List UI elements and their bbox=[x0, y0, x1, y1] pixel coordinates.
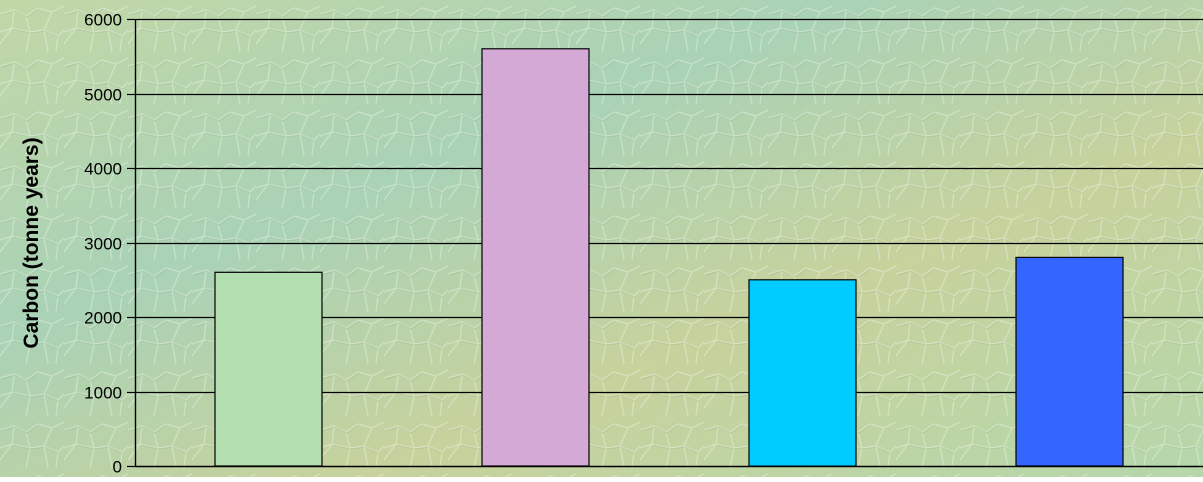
y-tick-label: 6000 bbox=[84, 11, 122, 30]
bar bbox=[214, 271, 323, 467]
y-tick-label: 1000 bbox=[84, 384, 122, 403]
bars bbox=[214, 48, 1124, 467]
bar bbox=[748, 279, 857, 467]
y-tick-label: 4000 bbox=[84, 160, 122, 179]
bar bbox=[481, 48, 590, 467]
y-tick-label: 0 bbox=[113, 458, 122, 477]
y-axis-title: Carbon (tonne years) bbox=[20, 137, 43, 348]
bar bbox=[1015, 256, 1124, 467]
y-tick-label: 3000 bbox=[84, 235, 122, 254]
y-tick-labels: 0 1000 2000 3000 4000 5000 6000 bbox=[84, 11, 122, 477]
axes bbox=[127, 18, 1203, 468]
y-tick-label: 2000 bbox=[84, 309, 122, 328]
y-tick-label: 5000 bbox=[84, 86, 122, 105]
